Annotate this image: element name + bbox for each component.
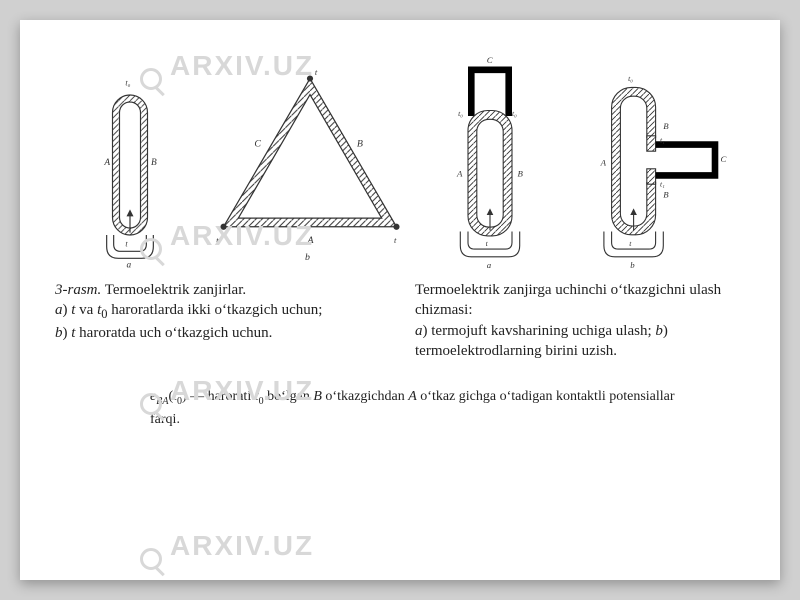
svg-text:A: A [103,158,110,168]
caption-left: 3-rasm. Termoelektrik zanjirlar. a) t va… [55,280,385,361]
svg-text:a: a [127,261,132,270]
svg-text:t₀: t₀ [458,109,463,118]
svg-text:t₁: t₁ [660,135,665,144]
figure-b-branch: t₁ t₁ B B C A t₀ t b [570,50,750,270]
svg-text:A: A [456,169,463,179]
svg-text:t₀: t₀ [628,74,633,83]
footnote: eBA(t0) — harorati t0 boʻlgan B oʻtkazgi… [50,386,750,430]
svg-text:C: C [721,154,727,164]
captions-row: 3-rasm. Termoelektrik zanjirlar. a) t va… [50,280,750,361]
caption-left-title: 3-rasm. [55,282,101,298]
svg-text:C: C [487,55,493,65]
svg-text:a: a [487,260,492,270]
svg-text:t: t [216,235,219,245]
watermark: ARXIV.UZ [170,530,314,562]
svg-text:t: t [125,240,128,249]
svg-text:B: B [518,169,524,179]
svg-text:t₁: t₁ [660,179,665,188]
svg-text:t₀: t₀ [125,79,130,88]
svg-text:t₀: t₀ [512,109,517,118]
svg-text:t: t [394,235,397,245]
svg-text:t: t [486,239,489,248]
svg-text:B: B [663,121,669,131]
svg-text:b: b [305,252,310,263]
figure-b-triangle: t C B A t t b [210,60,410,270]
svg-text:b: b [630,260,635,270]
svg-text:C: C [254,138,261,149]
svg-text:A: A [307,235,315,246]
svg-text:t: t [629,239,632,248]
figure-a-ucap: C t₀ t₀ A B t a [410,50,570,270]
figures-row: A B t₀ t a [50,40,750,270]
svg-text:B: B [151,158,157,168]
figure-a-loop: A B t₀ t a [50,60,210,270]
svg-text:B: B [663,189,669,199]
slide: ARXIV.UZ ARXIV.UZ ARXIV.UZ ARXIV.UZ [20,20,780,580]
svg-text:B: B [357,138,363,149]
svg-text:t: t [315,67,318,77]
svg-text:A: A [600,158,607,168]
caption-right: Termoelektrik zanjirga uchinchi oʻtkazgi… [415,280,745,361]
